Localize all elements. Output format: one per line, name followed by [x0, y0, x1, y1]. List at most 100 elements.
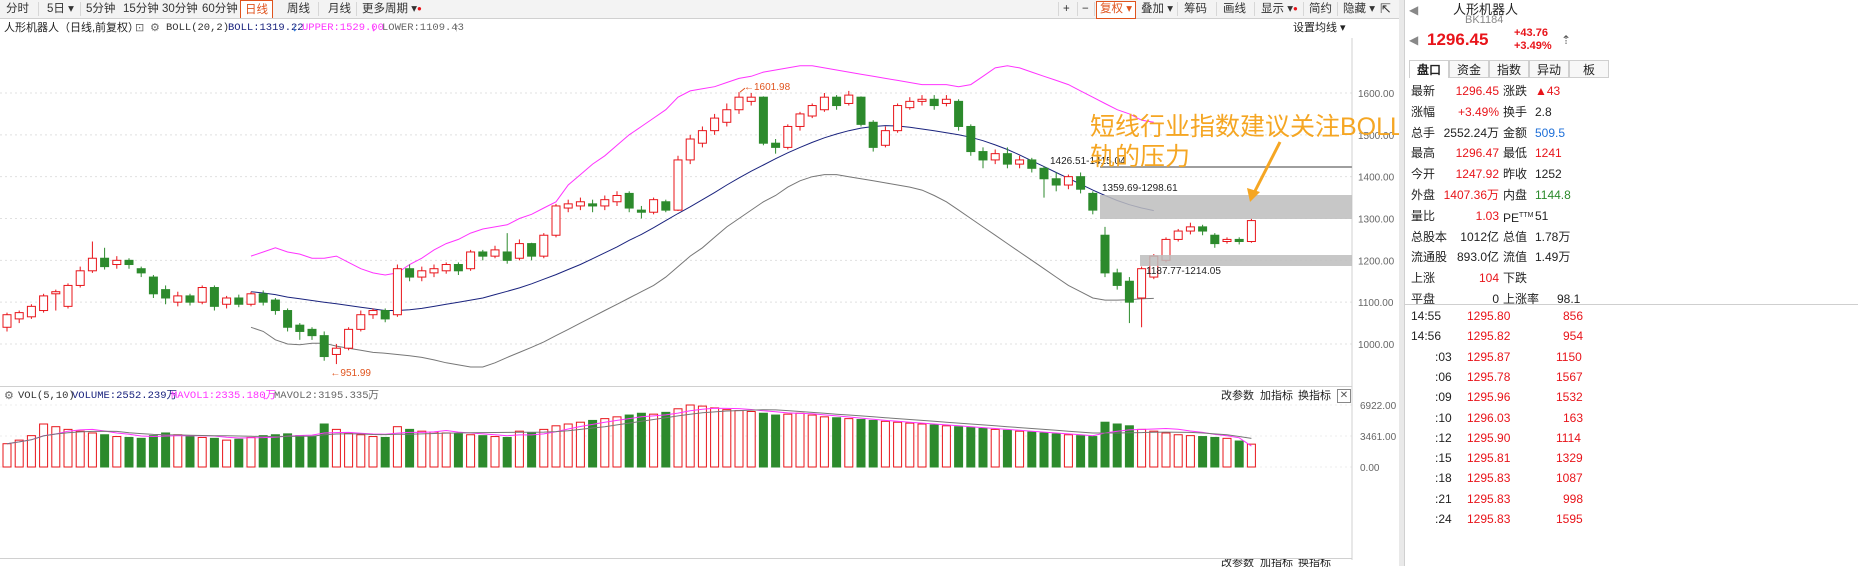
- candle-body: [331, 347, 341, 355]
- candle-body: [1124, 280, 1134, 303]
- tab-pankou[interactable]: 盘口: [1409, 60, 1449, 78]
- tick-time: :21: [1435, 491, 1452, 506]
- tab-movement[interactable]: 异动: [1529, 60, 1569, 78]
- zoom-out-button[interactable]: −: [1082, 3, 1089, 15]
- prev-stock-arrow[interactable]: ◀: [1409, 3, 1419, 17]
- tick-volume: 1329: [1556, 451, 1583, 466]
- mavol1-value: MAVOL1:2335.180万: [171, 390, 277, 402]
- tick-volume: 1532: [1556, 390, 1583, 405]
- candle-body: [209, 287, 219, 307]
- tick-price: 1295.78: [1467, 369, 1511, 384]
- quote-value: ▲43: [1535, 84, 1561, 98]
- quote-value: 1241: [1535, 146, 1562, 161]
- gear-icon[interactable]: ⚙: [4, 390, 14, 402]
- candle-body: [832, 96, 842, 107]
- add-indicator-button[interactable]: 加指标: [1260, 558, 1293, 567]
- draw-line-button[interactable]: 画线: [1223, 3, 1246, 15]
- volume-bar: [161, 432, 171, 468]
- volume-bar: [283, 433, 293, 468]
- ma-settings-dropdown[interactable]: 设置均线 ▾: [1293, 22, 1346, 34]
- hide-dropdown[interactable]: 隐藏 ▾: [1343, 3, 1375, 15]
- volume-bar: [819, 416, 829, 468]
- price-tick-label: 1500.00: [1358, 131, 1395, 142]
- candle-body: [100, 257, 110, 268]
- rise-icon: ⇡: [1561, 33, 1572, 47]
- quote-label: 昨收: [1503, 167, 1528, 182]
- collapse-icon[interactable]: ⇱: [1380, 1, 1391, 16]
- zoom-in-button[interactable]: +: [1063, 3, 1070, 15]
- tab-board[interactable]: 板: [1569, 60, 1609, 78]
- tab-funds[interactable]: 资金: [1449, 60, 1489, 78]
- switch-indicator-button[interactable]: 换指标: [1298, 390, 1331, 402]
- chip-button[interactable]: 筹码: [1184, 3, 1207, 15]
- quote-label: 总手: [1411, 125, 1436, 140]
- quote-row: 平盘 0 上涨率 98.1: [1405, 289, 1858, 309]
- change-params-button[interactable]: 改参数: [1221, 390, 1254, 402]
- tab-index[interactable]: 指数: [1489, 60, 1529, 78]
- volume-bar: [844, 418, 854, 468]
- switch-indicator-button[interactable]: 换指标: [1298, 558, 1331, 567]
- period-5min[interactable]: 5分钟: [86, 3, 116, 15]
- volume-bar: [270, 434, 280, 468]
- candle-body: [1100, 234, 1110, 274]
- period-60min[interactable]: 60分钟: [202, 3, 238, 15]
- candle-body: [685, 138, 695, 161]
- simple-mode-button[interactable]: 简约: [1309, 3, 1332, 15]
- quote-label: 平盘: [1411, 292, 1436, 306]
- add-indicator-button[interactable]: 加指标: [1260, 390, 1293, 402]
- boll-params[interactable]: BOLL(20,2): [166, 22, 230, 34]
- candle-body: [917, 98, 927, 102]
- period-monthly[interactable]: 月线: [328, 3, 351, 15]
- tick-row: 14:55 1295.80 856: [1405, 306, 1858, 326]
- candle-body: [1063, 176, 1073, 186]
- kline-chart[interactable]: 1000.00 1100.00 1200.00 1300.00 1400.00 1500.…: [0, 0, 1400, 566]
- volume-bar: [1246, 443, 1256, 468]
- candle-body: [893, 105, 903, 132]
- resistance-zone: [1100, 195, 1352, 219]
- toolbar-divider: [1094, 2, 1095, 16]
- prev-stock-arrow[interactable]: ◀: [1409, 33, 1419, 47]
- vertical-scrollbar[interactable]: [1399, 0, 1404, 566]
- period-15min[interactable]: 15分钟: [123, 3, 159, 15]
- candle-body: [978, 151, 988, 161]
- lock-icon[interactable]: ⊡: [135, 22, 145, 34]
- gear-icon[interactable]: ⚙: [150, 22, 160, 34]
- arrow-up-icon: ↑: [454, 22, 460, 34]
- candle-body: [222, 297, 232, 305]
- fuquan-dropdown[interactable]: 复权 ▾: [1096, 1, 1136, 19]
- candle-body: [417, 270, 427, 278]
- period-30min[interactable]: 30分钟: [162, 3, 198, 15]
- volume-bar: [612, 416, 622, 468]
- volume-bar: [466, 434, 476, 468]
- period-fenshi[interactable]: 分时: [6, 3, 29, 15]
- tick-volume: 1087: [1556, 471, 1583, 486]
- tick-volume: 1114: [1556, 430, 1581, 445]
- candle-body: [148, 276, 158, 295]
- candle-body: [112, 259, 122, 266]
- toolbar-divider: [318, 2, 319, 16]
- candle-body: [26, 305, 36, 318]
- candle-body: [136, 268, 146, 274]
- quote-label: 外盘: [1411, 188, 1436, 202]
- candle-body: [283, 310, 293, 328]
- volume-bar: [966, 427, 976, 468]
- change-params-button[interactable]: 改参数: [1221, 558, 1254, 567]
- candle-body: [1076, 176, 1086, 190]
- display-dropdown[interactable]: 显示 ▾●: [1261, 3, 1298, 15]
- overlay-dropdown[interactable]: 叠加 ▾: [1141, 3, 1173, 15]
- candle-body: [392, 268, 402, 316]
- toolbar-divider: [1337, 2, 1338, 16]
- tick-time: 14:55: [1411, 309, 1442, 323]
- period-daily[interactable]: 日线: [240, 0, 273, 18]
- zone-label: 1187.77-1214.05: [1146, 266, 1221, 277]
- volume-bar: [783, 413, 793, 468]
- stock-pct: +3.49%: [1514, 40, 1552, 52]
- candle-body: [1222, 238, 1232, 243]
- boll-lower-value: LOWER:1109.43: [382, 22, 464, 34]
- candle-body: [1185, 226, 1195, 232]
- period-more[interactable]: 更多周期 ▾●: [362, 3, 422, 15]
- period-weekly[interactable]: 周线: [287, 3, 310, 15]
- close-icon[interactable]: ✕: [1337, 389, 1351, 403]
- period-5day[interactable]: 5日 ▾: [47, 3, 74, 15]
- vol-params[interactable]: VOL(5,10): [18, 390, 75, 402]
